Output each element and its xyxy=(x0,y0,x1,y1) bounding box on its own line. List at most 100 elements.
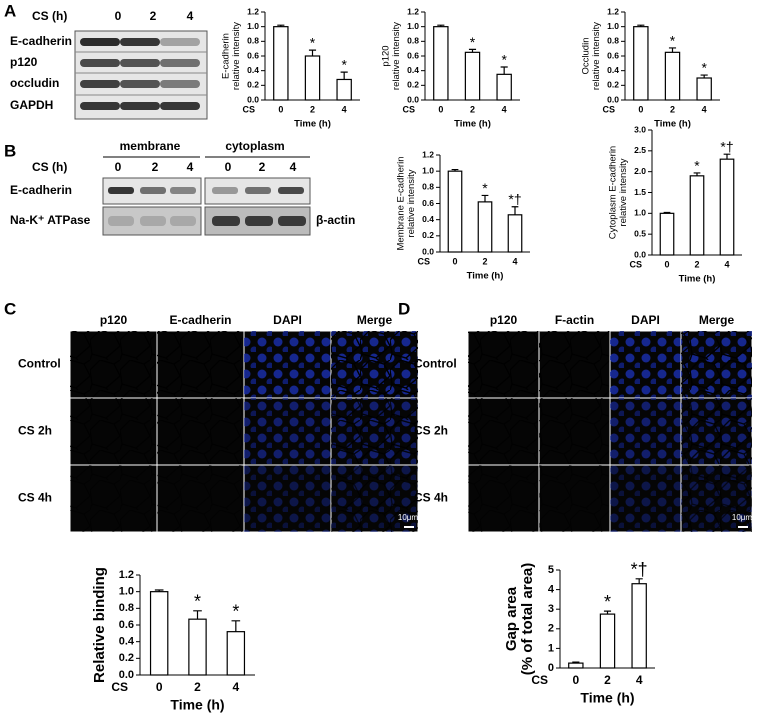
row-label: CS 4h xyxy=(18,491,52,505)
significance-mark: * xyxy=(341,57,347,73)
y-axis-label: Relative binding xyxy=(91,567,108,683)
micrograph-layer xyxy=(468,398,539,465)
column-label: DAPI xyxy=(631,313,660,327)
micrograph-layer xyxy=(157,465,244,532)
blot-band xyxy=(278,187,304,194)
micrograph-layer xyxy=(70,465,157,532)
bar xyxy=(149,591,169,676)
column-label: E-cadherin xyxy=(169,313,231,327)
micrograph-layer xyxy=(610,465,681,532)
x-tick-label: 2 xyxy=(670,104,675,114)
x-tick-label: 2 xyxy=(194,680,201,694)
y-tick-label: 0.2 xyxy=(422,230,434,240)
bar xyxy=(273,26,289,101)
y-tick-label: 0.2 xyxy=(607,80,619,90)
y-axis-label: Cytoplasm E-cadherin xyxy=(607,146,618,239)
bar xyxy=(496,73,512,101)
error-bar xyxy=(637,24,645,27)
blot-header: CS (h) xyxy=(32,9,67,23)
error-bar xyxy=(572,661,580,664)
micrograph-layer xyxy=(468,331,539,398)
panel-letter: B xyxy=(4,141,16,160)
micrograph-layer xyxy=(610,331,681,398)
row-label: Control xyxy=(18,357,61,371)
micrograph-layer xyxy=(338,338,418,398)
y-axis-label: Occludin xyxy=(580,38,591,75)
y-axis-label: relative intensity xyxy=(591,22,602,90)
group-label: membrane xyxy=(120,139,181,153)
significance-mark: * xyxy=(701,59,707,75)
blot-band xyxy=(80,59,120,67)
y-tick-label: 0.2 xyxy=(119,652,134,664)
lane-label: 4 xyxy=(187,9,194,23)
y-axis-label: relative intensity xyxy=(406,169,417,237)
y-tick-label: 1.2 xyxy=(607,6,619,16)
y-tick-label: 1.0 xyxy=(247,21,259,31)
blot-band xyxy=(140,216,166,226)
y-tick-label: 0.8 xyxy=(407,36,419,46)
x-prefix: CS xyxy=(111,680,128,694)
y-tick-label: 1.5 xyxy=(634,187,646,197)
x-tick-label: 4 xyxy=(702,104,707,114)
blot-band xyxy=(120,59,160,67)
y-tick-label: 0.5 xyxy=(634,228,646,238)
y-tick-label: 0.0 xyxy=(634,249,646,259)
error-bar xyxy=(468,48,477,53)
y-axis-label: relative intensity xyxy=(618,158,629,226)
lane-label: 0 xyxy=(225,160,232,174)
y-tick-label: 0.0 xyxy=(607,94,619,104)
y-tick-label: 0.4 xyxy=(607,65,619,75)
error-bar xyxy=(603,610,612,615)
micrograph-layer xyxy=(157,331,244,398)
error-bar xyxy=(193,610,202,620)
y-tick-label: 0.0 xyxy=(407,94,419,104)
x-tick-label: 2 xyxy=(694,259,699,269)
error-bar xyxy=(693,172,701,176)
micrograph-layer xyxy=(338,472,418,532)
bar xyxy=(631,583,647,669)
y-tick-label: 0.8 xyxy=(247,36,259,46)
lane-label: 0 xyxy=(115,160,122,174)
x-prefix: CS xyxy=(242,104,255,114)
bar xyxy=(226,631,246,676)
significance-mark: * xyxy=(501,51,507,67)
x-tick-label: 4 xyxy=(232,680,239,694)
significance-mark: * xyxy=(670,32,676,48)
row-label: CS 2h xyxy=(414,424,448,438)
x-axis-label: Time (h) xyxy=(454,119,491,130)
panel-letter: A xyxy=(4,1,16,20)
x-tick-label: 0 xyxy=(452,256,457,266)
panel-letter: D xyxy=(398,299,410,318)
y-tick-label: 0.0 xyxy=(422,246,434,256)
micrograph-layer xyxy=(610,398,681,465)
column-label: DAPI xyxy=(273,313,302,327)
micrograph-layer xyxy=(468,465,539,532)
bar xyxy=(304,55,321,101)
column-label: Merge xyxy=(357,313,393,327)
blot-band xyxy=(245,216,273,226)
bar xyxy=(568,662,584,669)
y-tick-label: 0.4 xyxy=(422,214,434,224)
y-tick-label: 0 xyxy=(548,662,554,674)
blot-band xyxy=(140,187,166,194)
bar xyxy=(696,77,712,101)
blot-band xyxy=(160,38,200,46)
error-bar xyxy=(500,66,508,75)
x-tick-label: 4 xyxy=(724,259,729,269)
x-tick-label: 2 xyxy=(482,256,487,266)
lane-label: 4 xyxy=(290,160,297,174)
y-tick-label: 1 xyxy=(548,642,554,654)
micrograph-layer xyxy=(338,405,418,465)
significance-mark: *† xyxy=(508,191,521,207)
right-label: β-actin xyxy=(316,213,355,227)
scale-label: 10μm xyxy=(732,513,753,522)
x-tick-label: 0 xyxy=(638,104,643,114)
x-prefix: CS xyxy=(531,673,548,687)
micrograph-layer xyxy=(244,465,331,532)
error-bar xyxy=(635,578,643,584)
error-bar xyxy=(340,71,348,80)
micrograph-layer xyxy=(70,398,157,465)
y-tick-label: 0.4 xyxy=(247,65,259,75)
y-tick-label: 0.6 xyxy=(422,198,434,208)
